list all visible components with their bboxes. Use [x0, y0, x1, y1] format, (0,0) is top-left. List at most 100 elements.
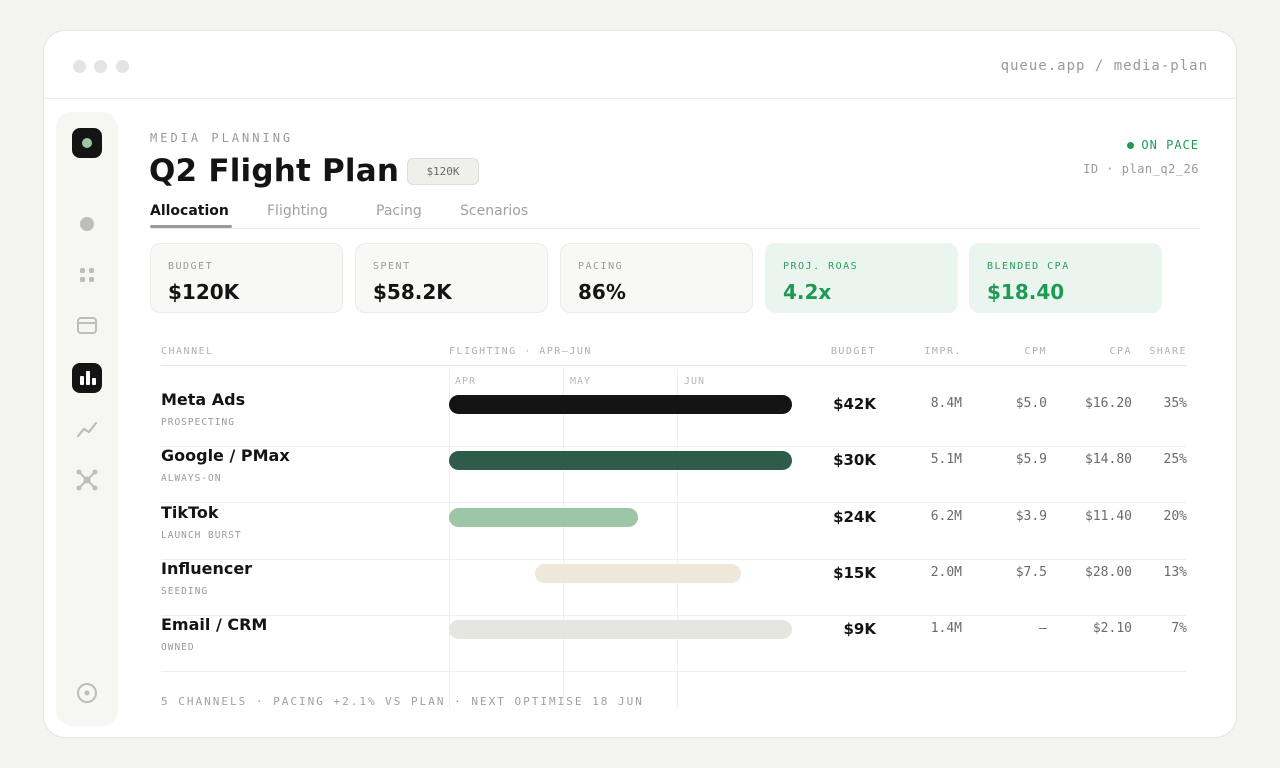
cpm-cell: — [1039, 621, 1047, 637]
flight-bar[interactable] [449, 507, 638, 527]
budget-badge: $120K [407, 158, 479, 185]
kpi-label: PACING [578, 261, 624, 272]
kpi-spent: SPENT $58.2K [355, 243, 548, 313]
url-label: queue.app / media-plan [1000, 58, 1208, 74]
timeline-gridline [677, 369, 678, 709]
table-header-divider [161, 365, 1186, 366]
circle-icon[interactable] [72, 209, 102, 239]
kpi-value: $120K [168, 280, 240, 304]
channel-subtitle: LAUNCH BURST [161, 529, 242, 541]
share-cell: 13% [1163, 564, 1187, 580]
row-divider [161, 614, 1186, 616]
kpi-pacing: PACING 86% [560, 243, 753, 313]
footer-summary: 5 CHANNELS · PACING +2.1% VS PLAN · NEXT… [161, 695, 644, 708]
column-header-impr: IMPR. [924, 346, 962, 357]
channel-name: Google / PMax [161, 446, 290, 466]
impressions-cell: 2.0M [930, 564, 962, 580]
channel-subtitle: OWNED [161, 642, 195, 654]
timeline-month-apr: APR [455, 376, 477, 387]
grid-icon[interactable] [72, 260, 102, 290]
timeline-month-may: MAY [570, 376, 592, 387]
tab-pacing[interactable]: Pacing [376, 203, 422, 219]
app-logo-icon[interactable] [72, 128, 102, 158]
channel-name: Influencer [161, 558, 253, 578]
active-tab-indicator [150, 225, 232, 228]
budget-cell: $30K [833, 451, 876, 470]
line-chart-icon[interactable] [72, 414, 102, 444]
kpi-budget: BUDGET $120K [150, 243, 343, 313]
plan-id: ID · plan_q2_26 [1083, 162, 1199, 176]
cpa-cell: $2.10 [1092, 621, 1132, 637]
channel-name: TikTok [161, 502, 219, 522]
status-label: ON PACE [1141, 138, 1199, 152]
column-header-budget: BUDGET [830, 346, 876, 357]
budget-cell: $42K [833, 395, 876, 413]
tab-flighting[interactable]: Flighting [267, 203, 328, 219]
kpi-value: $18.40 [987, 280, 1065, 304]
flight-bar[interactable] [449, 620, 792, 640]
app-window: queue.app / media-plan MEDIA PLANNING Q2… [43, 30, 1237, 738]
channel-subtitle: SEEDING [161, 585, 209, 597]
window-minimize-dot[interactable] [94, 60, 107, 73]
row-divider [161, 446, 1186, 447]
channel-name: Email / CRM [161, 615, 268, 635]
kpi-label: BUDGET [168, 261, 214, 272]
share-cell: 35% [1163, 396, 1187, 411]
impressions-cell: 8.4M [930, 396, 962, 411]
impressions-cell: 6.2M [930, 508, 962, 524]
budget-cell: $15K [833, 563, 876, 582]
cpa-cell: $11.40 [1085, 508, 1132, 524]
column-header-flighting: FLIGHTING · APR–JUN [449, 346, 592, 357]
timeline-gridline [563, 369, 564, 709]
target-icon[interactable] [72, 678, 102, 708]
row-divider [161, 671, 1186, 673]
column-header-cpm: CPM [1024, 346, 1047, 357]
share-cell: 7% [1171, 621, 1187, 637]
kpi-label: SPENT [373, 261, 411, 272]
kpi-blended-cpa: BLENDED CPA $18.40 [969, 243, 1162, 313]
tab-scenarios[interactable]: Scenarios [460, 203, 529, 219]
timeline-gridline [449, 369, 450, 709]
window-close-dot[interactable] [73, 60, 86, 73]
tab-allocation[interactable]: Allocation [150, 203, 229, 219]
flight-bar[interactable] [534, 563, 741, 583]
share-cell: 20% [1163, 508, 1187, 524]
impressions-cell: 1.4M [930, 621, 962, 637]
budget-cell: $24K [833, 507, 876, 526]
page-eyebrow: MEDIA PLANNING [150, 131, 294, 145]
window-maximize-dot[interactable] [116, 60, 129, 73]
kpi-proj-roas: PROJ. ROAS 4.2x [765, 243, 958, 313]
channel-name: Meta Ads [161, 390, 246, 409]
column-header-cpa: CPA [1109, 346, 1132, 357]
channel-subtitle: ALWAYS-ON [161, 473, 222, 485]
cpa-cell: $16.20 [1085, 396, 1132, 411]
row-divider [161, 558, 1186, 560]
cpm-cell: $3.9 [1015, 508, 1047, 524]
page-title: Q2 Flight Plan [149, 153, 400, 189]
column-header-share: SHARE [1149, 346, 1187, 357]
title-bar: queue.app / media-plan [44, 31, 1236, 99]
flight-bar[interactable] [449, 451, 792, 471]
bar-chart-icon[interactable] [72, 363, 102, 393]
budget-cell: $9K [843, 620, 877, 639]
cpm-cell: $5.9 [1015, 452, 1047, 468]
kpi-value: 4.2x [783, 280, 832, 304]
card-icon[interactable] [72, 311, 102, 341]
channel-subtitle: PROSPECTING [161, 417, 235, 428]
tab-bar: Allocation Flighting Pacing Scenarios [150, 199, 1200, 229]
cpa-cell: $28.00 [1085, 564, 1132, 580]
row-divider [161, 502, 1186, 504]
kpi-value: 86% [578, 280, 626, 304]
network-icon[interactable] [72, 465, 102, 495]
column-header-channel: CHANNEL [161, 346, 214, 357]
status-badge: ON PACE [1127, 138, 1199, 152]
kpi-label: PROJ. ROAS [783, 261, 859, 272]
kpi-label: BLENDED CPA [987, 261, 1070, 272]
cpa-cell: $14.80 [1085, 452, 1132, 468]
flight-bar[interactable] [449, 395, 792, 414]
status-dot-icon [1127, 141, 1135, 149]
kpi-value: $58.2K [373, 280, 452, 304]
cpm-cell: $5.0 [1015, 396, 1047, 411]
impressions-cell: 5.1M [930, 452, 962, 468]
sidebar [56, 112, 118, 726]
